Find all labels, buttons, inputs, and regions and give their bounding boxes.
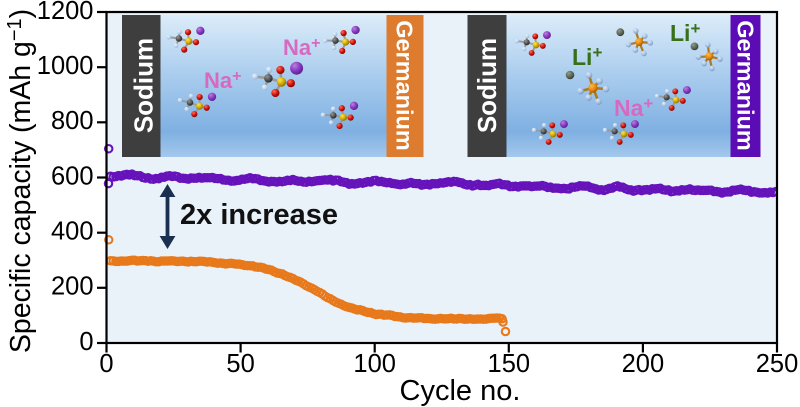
svg-text:1200: 1200	[37, 0, 94, 25]
svg-text:200: 200	[51, 273, 94, 301]
svg-text:600: 600	[51, 162, 94, 190]
svg-text:Specific capacity (mAh g−1): Specific capacity (mAh g−1)	[4, 9, 37, 353]
svg-text:0: 0	[99, 350, 113, 378]
svg-text:Sodium: Sodium	[129, 38, 159, 133]
svg-text:2x increase: 2x increase	[180, 199, 338, 231]
svg-text:50: 50	[226, 350, 254, 378]
svg-text:800: 800	[51, 107, 94, 135]
svg-text:100: 100	[353, 350, 396, 378]
svg-text:0: 0	[79, 328, 93, 356]
svg-text:400: 400	[51, 218, 94, 246]
svg-text:200: 200	[622, 350, 665, 378]
svg-text:Germanium: Germanium	[392, 20, 418, 151]
svg-text:Sodium: Sodium	[472, 38, 502, 133]
svg-text:Germanium: Germanium	[733, 20, 759, 151]
svg-text:Li+: Li+	[670, 19, 700, 46]
svg-text:250: 250	[756, 350, 799, 378]
svg-text:1000: 1000	[37, 52, 94, 80]
svg-text:150: 150	[488, 350, 531, 378]
svg-text:Cycle no.: Cycle no.	[400, 375, 521, 407]
